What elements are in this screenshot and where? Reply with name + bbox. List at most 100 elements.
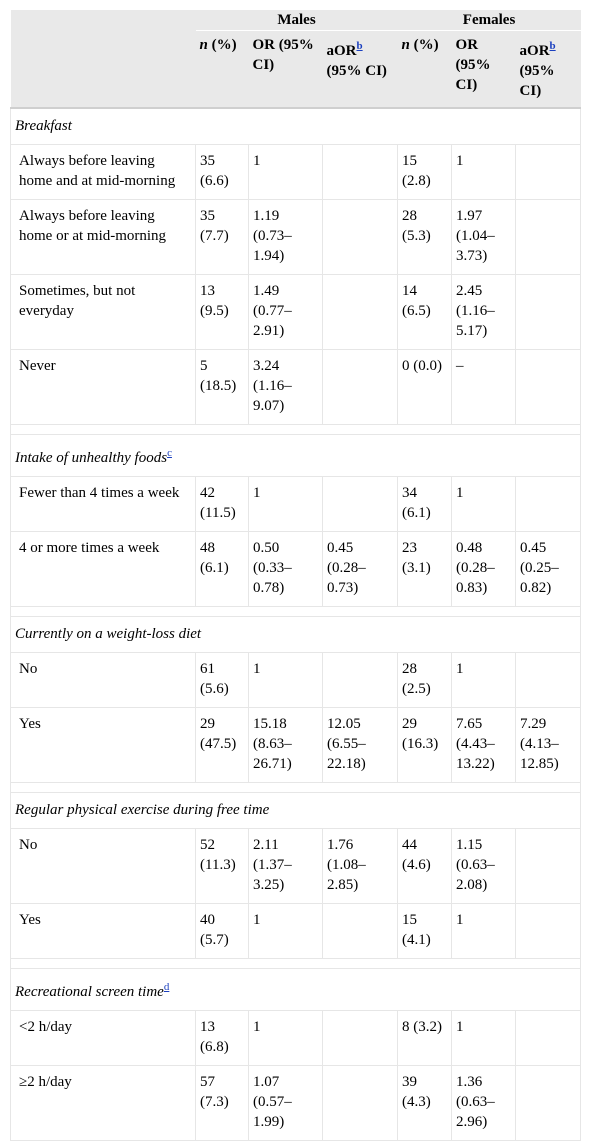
section-header-row: Recreational screen timed bbox=[9, 968, 582, 1011]
males-aor-cell bbox=[321, 144, 399, 200]
section-title: Currently on a weight-loss diet bbox=[15, 626, 202, 642]
males-aor-cell bbox=[321, 903, 399, 959]
males-aor-cell bbox=[321, 274, 399, 350]
females-n-pct-cell: 14 (6.5) bbox=[397, 274, 453, 350]
section-header-row: Regular physical exercise during free ti… bbox=[9, 792, 582, 829]
males-aor-cell bbox=[321, 349, 399, 425]
males-n-pct-cell: 61 (5.6) bbox=[195, 652, 249, 708]
females-aor-cell bbox=[515, 349, 582, 425]
row-label: Fewer than 4 times a week bbox=[10, 476, 196, 532]
males-aor-cell bbox=[321, 1065, 399, 1141]
males-aor-cell bbox=[321, 1010, 399, 1066]
row-label: No bbox=[10, 828, 196, 904]
section-title: Regular physical exercise during free ti… bbox=[15, 802, 270, 818]
footnote-b-link[interactable]: b bbox=[356, 40, 363, 52]
table-row: Yes 29 (47.5) 15.18 (8.63–26.71) 12.05 (6.5… bbox=[10, 707, 582, 783]
table-row: No 61 (5.6) 1 28 (2.5) 1 bbox=[10, 652, 582, 708]
females-or-cell: – bbox=[451, 349, 517, 425]
males-or-cell: 2.11 (1.37–3.25) bbox=[248, 828, 323, 904]
table-row: 4 or more times a week 48 (6.1) 0.50 (0.33… bbox=[10, 531, 582, 607]
males-or-cell: 1 bbox=[248, 476, 323, 532]
females-aor-cell bbox=[515, 652, 582, 708]
males-or-cell: 1.19 (0.73–1.94) bbox=[248, 199, 323, 275]
section-header-row: Currently on a weight-loss diet bbox=[9, 616, 582, 653]
females-or-cell: 1 bbox=[451, 1010, 517, 1066]
males-n-pct-cell: 40 (5.7) bbox=[195, 903, 249, 959]
table-row: ≥2 h/day 57 (7.3) 1.07 (0.57–1.99) 39 (4.3)… bbox=[10, 1065, 582, 1141]
males-n-pct-cell: 35 (6.6) bbox=[195, 144, 249, 200]
table-row: No 52 (11.3) 2.11 (1.37–3.25) 1.76 (1.08–2.… bbox=[10, 828, 582, 904]
section-spacer-row bbox=[9, 958, 582, 969]
row-label: 4 or more times a week bbox=[10, 531, 196, 607]
males-aor-cell: 12.05 (6.55–22.18) bbox=[321, 707, 399, 783]
section-spacer-row bbox=[9, 424, 582, 435]
females-aor-cell bbox=[515, 903, 582, 959]
table-body: Breakfast Always before leaving home and … bbox=[9, 108, 582, 1141]
females-n-pct-cell: 0 (0.0) bbox=[397, 349, 453, 425]
section-header-row: Intake of unhealthy foodsc bbox=[9, 434, 582, 477]
spacer-cell bbox=[9, 424, 582, 435]
males-n-pct-cell: 29 (47.5) bbox=[195, 707, 249, 783]
females-aor-cell: 0.45 (0.25–0.82) bbox=[515, 531, 582, 607]
females-or-cell: 0.48 (0.28–0.83) bbox=[451, 531, 517, 607]
males-n-pct-cell: 5 (18.5) bbox=[195, 349, 249, 425]
females-or-cell: 7.65 (4.43–13.22) bbox=[451, 707, 517, 783]
footnote-c-link[interactable]: c bbox=[167, 447, 172, 459]
table-row: Sometimes, but not everyday 13 (9.5) 1.49 … bbox=[10, 274, 582, 350]
males-or-cell: 15.18 (8.63–26.71) bbox=[248, 707, 323, 783]
females-n-pct-cell: 29 (16.3) bbox=[397, 707, 453, 783]
section-header-row: Breakfast bbox=[9, 108, 582, 145]
males-n-pct-cell: 42 (11.5) bbox=[195, 476, 249, 532]
males-n-pct-cell: 48 (6.1) bbox=[195, 531, 249, 607]
spacer-cell bbox=[9, 958, 582, 969]
males-or-cell: 3.24 (1.16–9.07) bbox=[248, 349, 323, 425]
females-or-header: OR (95% CI) bbox=[451, 30, 516, 109]
males-or-cell: 1 bbox=[248, 652, 323, 708]
spacer-cell bbox=[9, 782, 582, 793]
females-aor-cell bbox=[515, 476, 582, 532]
table-row: Yes 40 (5.7) 1 15 (4.1) 1 bbox=[10, 903, 582, 959]
footnote-b-link[interactable]: b bbox=[549, 40, 556, 52]
females-aor-cell bbox=[515, 1065, 582, 1141]
females-or-cell: 1 bbox=[451, 144, 517, 200]
males-or-cell: 1.07 (0.57–1.99) bbox=[248, 1065, 323, 1141]
females-or-cell: 1 bbox=[451, 652, 517, 708]
header-empty-cell bbox=[10, 10, 196, 31]
males-n-pct-cell: 35 (7.7) bbox=[195, 199, 249, 275]
results-table: Males Females n (%) OR (95% CI) aORb (95… bbox=[9, 10, 582, 1141]
males-or-cell: 1 bbox=[248, 903, 323, 959]
females-aor-cell bbox=[515, 199, 582, 275]
females-or-cell: 1 bbox=[451, 476, 517, 532]
females-n-pct-cell: 44 (4.6) bbox=[397, 828, 453, 904]
row-label: Sometimes, but not everyday bbox=[10, 274, 196, 350]
header-label-column bbox=[10, 30, 196, 109]
section-title: Recreational screen time bbox=[15, 984, 164, 1000]
section-title-cell: Breakfast bbox=[9, 108, 582, 145]
females-n-pct-cell: 28 (5.3) bbox=[397, 199, 453, 275]
females-group-header: Females bbox=[397, 10, 581, 31]
section-title-cell: Regular physical exercise during free ti… bbox=[9, 792, 582, 829]
footnote-d-link[interactable]: d bbox=[163, 981, 170, 993]
females-aor-cell bbox=[515, 1010, 582, 1066]
row-label: Yes bbox=[10, 707, 196, 783]
females-or-cell: 1.97 (1.04–3.73) bbox=[451, 199, 517, 275]
females-n-pct-cell: 23 (3.1) bbox=[397, 531, 453, 607]
table-row: Fewer than 4 times a week 42 (11.5) 1 34 (6… bbox=[10, 476, 582, 532]
males-aor-cell: 0.45 (0.28–0.73) bbox=[321, 531, 399, 607]
females-or-cell: 2.45 (1.16–5.17) bbox=[451, 274, 517, 350]
females-n-pct-cell: 15 (2.8) bbox=[397, 144, 453, 200]
females-or-cell: 1.15 (0.63–2.08) bbox=[451, 828, 517, 904]
females-n-pct-cell: 28 (2.5) bbox=[397, 652, 453, 708]
females-aor-header: aORb (95% CI) bbox=[515, 30, 581, 109]
spacer-cell bbox=[9, 606, 582, 617]
females-aor-cell: 7.29 (4.13–12.85) bbox=[515, 707, 582, 783]
males-or-cell: 0.50 (0.33–0.78) bbox=[248, 531, 323, 607]
row-label: ≥2 h/day bbox=[10, 1065, 196, 1141]
males-n-pct-cell: 13 (9.5) bbox=[195, 274, 249, 350]
table-row: Never 5 (18.5) 3.24 (1.16–9.07) 0 (0.0) – bbox=[10, 349, 582, 425]
females-aor-cell bbox=[515, 274, 582, 350]
females-n-pct-cell: 34 (6.1) bbox=[397, 476, 453, 532]
males-aor-cell: 1.76 (1.08–2.85) bbox=[321, 828, 399, 904]
females-or-cell: 1 bbox=[451, 903, 517, 959]
males-n-pct-cell: 13 (6.8) bbox=[195, 1010, 249, 1066]
